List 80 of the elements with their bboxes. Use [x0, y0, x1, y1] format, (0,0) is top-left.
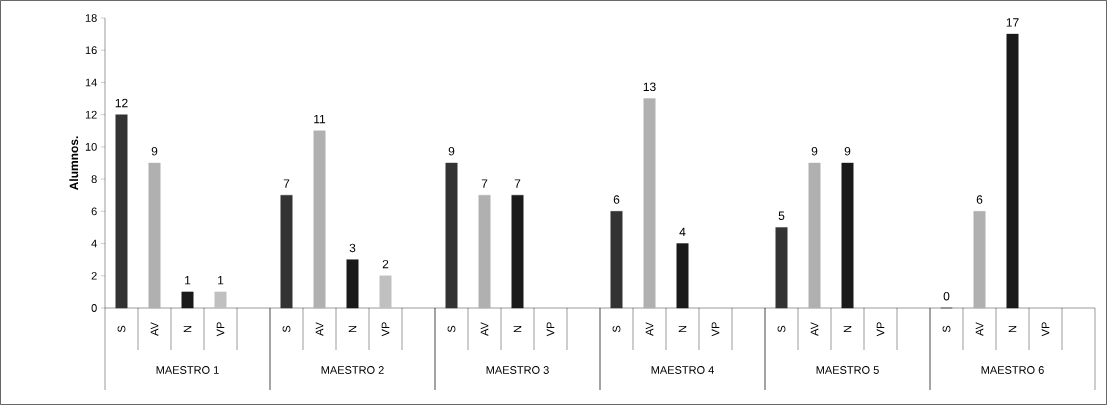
y-tick-label: 16	[85, 46, 97, 55]
bar	[280, 195, 293, 309]
data-label: 6	[613, 195, 620, 204]
text: AV	[810, 322, 819, 336]
text: VP	[216, 322, 225, 337]
bar	[775, 227, 788, 309]
y-tick-label: 10	[85, 142, 97, 151]
text: N	[183, 325, 192, 333]
text: AV	[645, 322, 654, 336]
bar	[445, 162, 458, 309]
data-label: 9	[844, 146, 851, 156]
y-tick-label: 2	[91, 271, 97, 280]
text: N	[348, 325, 357, 333]
x-tick-label: MAESTRO 4	[651, 366, 714, 374]
data-label: 9	[811, 146, 818, 156]
data-label: 7	[481, 179, 488, 188]
y-tick-label: 8	[91, 175, 97, 184]
text: AV	[150, 322, 159, 336]
bar	[511, 195, 524, 309]
text: N	[843, 325, 852, 333]
text: S	[282, 325, 291, 333]
y-tick-label: 0	[91, 304, 97, 312]
text: S	[612, 325, 621, 333]
bar	[181, 291, 194, 309]
data-label: 17	[1006, 18, 1019, 27]
y-tick-label: 12	[85, 110, 97, 119]
text: AV	[480, 322, 489, 336]
text: VP	[546, 322, 555, 337]
text: S	[117, 325, 126, 333]
bar	[808, 162, 821, 309]
bar	[346, 259, 359, 309]
y-axis-title: Alumnos.	[69, 136, 79, 191]
data-label: 9	[151, 146, 158, 156]
text: S	[942, 325, 951, 333]
data-label: 1	[218, 276, 224, 285]
data-label: 2	[382, 259, 389, 269]
x-tick-label: MAESTRO 6	[981, 366, 1044, 374]
text: S	[777, 325, 786, 333]
y-tick-label: 6	[91, 207, 97, 216]
data-label: 9	[448, 146, 455, 156]
x-tick-label: MAESTRO 5	[816, 366, 879, 374]
bar	[214, 291, 227, 309]
text: S	[447, 325, 456, 333]
data-label: 13	[643, 82, 656, 92]
data-label: 7	[514, 179, 521, 188]
text: N	[678, 325, 687, 333]
text: VP	[711, 322, 720, 337]
data-label: 6	[976, 195, 983, 204]
bar	[313, 130, 326, 309]
text: VP	[1041, 322, 1050, 337]
y-tick-label: 18	[85, 14, 97, 22]
text: VP	[381, 322, 390, 337]
bar	[478, 195, 491, 309]
data-label: 7	[283, 179, 290, 188]
bar	[1006, 33, 1019, 309]
bar	[973, 211, 986, 309]
data-label: 3	[349, 243, 356, 253]
bar	[115, 114, 128, 309]
data-label: 1	[185, 276, 191, 285]
y-tick-label: 4	[91, 239, 97, 248]
data-label: 12	[115, 98, 128, 108]
bar	[379, 275, 392, 309]
y-tick-label: 14	[85, 78, 97, 87]
data-label: 11	[314, 115, 326, 124]
bar	[148, 162, 161, 309]
bar	[643, 98, 656, 309]
text: AV	[315, 322, 324, 336]
data-label: 4	[679, 227, 686, 237]
text: N	[1008, 325, 1017, 333]
x-tick-label: MAESTRO 2	[321, 366, 384, 374]
text: AV	[975, 322, 984, 336]
data-label: 0	[943, 291, 950, 301]
bar	[841, 162, 854, 309]
data-label: 5	[778, 211, 785, 220]
text: VP	[876, 322, 885, 337]
bar	[676, 243, 689, 309]
bar	[610, 211, 623, 309]
x-tick-label: MAESTRO 1	[156, 366, 219, 374]
x-tick-label: MAESTRO 3	[486, 366, 549, 374]
text: N	[513, 325, 522, 333]
